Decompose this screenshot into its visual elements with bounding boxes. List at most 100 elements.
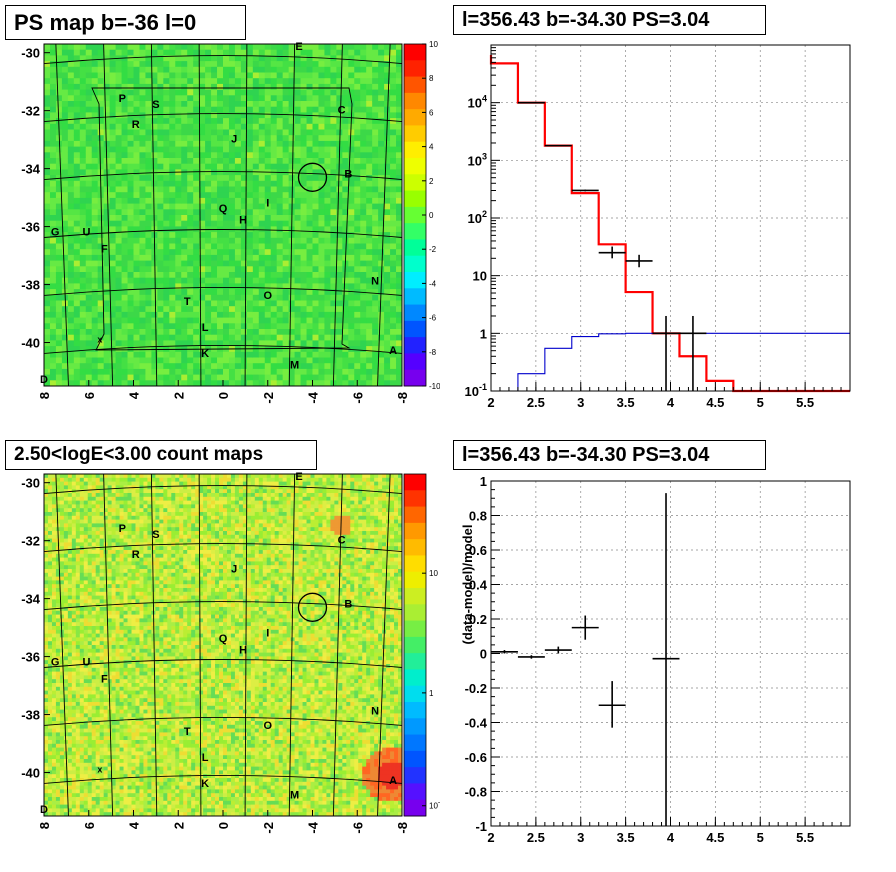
x-tick-label: 4 — [667, 395, 675, 410]
y-tick-label: -0.8 — [465, 785, 487, 800]
source-label: M — [290, 790, 299, 802]
colorbar-tick-label: 10-1 — [429, 800, 440, 811]
survey-boundary — [91, 87, 353, 351]
colorbar-frame — [403, 473, 427, 817]
grid-latitude-line — [43, 601, 403, 610]
x-tick-label: 0 — [216, 822, 231, 829]
y-tick-label: -30 — [21, 46, 40, 61]
heatmap-pixels — [44, 44, 403, 387]
source-label: K — [201, 778, 209, 790]
source-label: J — [231, 134, 237, 146]
source-label: G — [51, 226, 60, 238]
x-tick-label: 2 — [171, 392, 186, 399]
grid-longitude-line — [55, 473, 69, 817]
source-label: A — [389, 775, 397, 787]
x-tick-label: 0 — [216, 392, 231, 399]
grid-longitude-line — [377, 43, 391, 387]
source-label: L — [202, 752, 209, 764]
source-label: R — [132, 549, 140, 561]
data-point — [625, 254, 653, 268]
x-tick-label: 2.5 — [527, 830, 545, 845]
grid-latitude-line — [43, 113, 403, 123]
ps-map-panel: EPSCRJBIQHGUFNOTLKAMDx-30-32-34-36-38-40… — [21, 40, 440, 404]
colorbar-tick-label: -2 — [429, 245, 437, 254]
grid-longitude-line — [150, 473, 158, 817]
grid-latitude-line — [43, 287, 403, 296]
x-tick-label: 3.5 — [617, 395, 635, 410]
grid-longitude-line — [55, 43, 69, 387]
colorbar-tick-label: 10 — [429, 40, 438, 49]
data-point — [652, 493, 680, 826]
source-label: O — [263, 290, 272, 302]
y-tick-label: -38 — [21, 278, 40, 293]
x-tick-label: 5.5 — [796, 395, 814, 410]
grid-latitude-line — [43, 229, 403, 238]
x-tick-label: 6 — [82, 392, 97, 399]
source-label: A — [389, 345, 397, 357]
x-tick-label: 5.5 — [796, 830, 814, 845]
source-label: F — [101, 674, 108, 686]
data-point — [544, 646, 572, 654]
grid-latitude-line — [43, 543, 403, 553]
data-point — [571, 189, 599, 192]
data-point — [517, 101, 545, 104]
grid-longitude-line — [198, 43, 202, 387]
colorbar-tick-label: 2 — [429, 177, 434, 186]
target-circle — [297, 162, 328, 192]
x-tick-label: -2 — [261, 392, 276, 404]
colorbar — [403, 473, 427, 817]
colorbar-tick-label: 4 — [429, 143, 434, 152]
spectrum-title: l=356.43 b=-34.30 PS=3.04 — [453, 5, 766, 35]
data-point — [571, 615, 599, 640]
colorbar-tick-label: -4 — [429, 279, 437, 288]
data-point — [491, 650, 518, 654]
source-label: P — [119, 523, 126, 535]
spectrum-title-text: l=356.43 b=-34.30 PS=3.04 — [462, 8, 710, 31]
source-label: U — [83, 226, 91, 238]
source-label: J — [231, 564, 237, 576]
count-map-title: 2.50<logE<3.00 count maps — [5, 440, 317, 470]
y-tick-label: -1 — [475, 819, 487, 834]
source-label: C — [338, 105, 346, 117]
residuals-title: l=356.43 b=-34.30 PS=3.04 — [453, 440, 766, 470]
source-label: B — [344, 168, 352, 180]
source-label: K — [201, 348, 209, 360]
grid-longitude-line — [103, 43, 114, 387]
grid-latitude-line — [43, 717, 403, 726]
target-circle — [297, 592, 328, 622]
y-tick-label: 103 — [468, 151, 487, 168]
data-point — [679, 315, 707, 391]
source-label: N — [371, 276, 379, 288]
source-label: U — [83, 656, 91, 668]
grid-latitude-line — [43, 659, 403, 668]
grid-longitude-line — [244, 43, 248, 387]
x-tick-label: -4 — [306, 821, 321, 833]
source-label: I — [266, 197, 269, 209]
colorbar-tick-label: -10 — [429, 382, 440, 391]
colorbar-tick-label: 6 — [429, 108, 434, 117]
x-tick-label: 8 — [37, 392, 52, 399]
grid-longitude-line — [288, 473, 296, 817]
grid-latitude-line — [43, 485, 403, 495]
y-tick-label: 0 — [480, 647, 487, 662]
coordinate-grid — [43, 473, 403, 817]
grid-longitude-line — [198, 473, 202, 817]
source-label: H — [239, 645, 247, 657]
colorbar-tick-label: -8 — [429, 348, 437, 357]
source-label: E — [295, 41, 302, 53]
y-tick-label: 1 — [480, 326, 487, 341]
source-label: S — [152, 529, 159, 541]
x-tick-label: 4 — [127, 821, 142, 829]
colorbar-tick-label: 10 — [429, 569, 438, 578]
source-label: L — [202, 322, 209, 334]
y-tick-label: -30 — [21, 476, 40, 491]
x-tick-label: -8 — [395, 822, 410, 834]
grid-longitude-line — [288, 43, 296, 387]
background-step-line — [517, 332, 850, 391]
grid — [491, 481, 850, 826]
x-tick-label: -6 — [350, 392, 365, 404]
source-label: N — [371, 706, 379, 718]
source-label: E — [295, 471, 302, 483]
y-tick-label: 10-1 — [465, 382, 487, 399]
grid-latitude-line — [43, 171, 403, 180]
